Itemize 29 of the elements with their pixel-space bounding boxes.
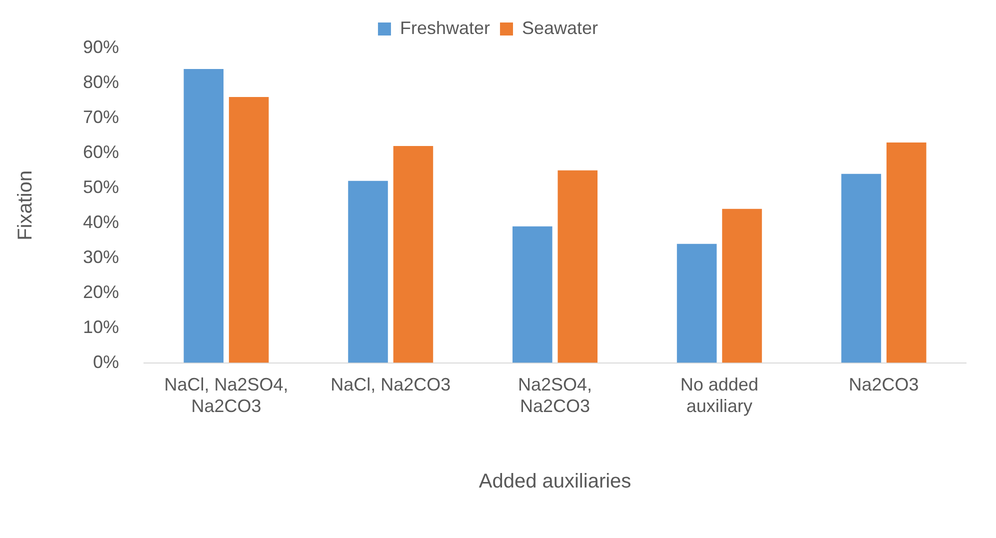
- x-tick-label: Na2SO4, Na2CO3: [518, 374, 592, 416]
- y-tick-label: 70%: [82, 106, 120, 127]
- bar: [348, 180, 388, 363]
- bar: [184, 68, 224, 363]
- bar: [393, 146, 434, 363]
- x-tick-label: Na2CO3: [848, 374, 919, 395]
- bar: [512, 226, 552, 363]
- x-tick-label: NaCl, Na2CO3: [330, 374, 451, 395]
- y-axis-title: Fixation: [14, 170, 37, 240]
- y-tick-label: 90%: [82, 36, 120, 57]
- y-tick-label: 0%: [93, 352, 120, 372]
- x-axis-title: Added auxiliaries: [478, 470, 632, 493]
- bar: [886, 142, 926, 363]
- y-tick-label: 10%: [82, 316, 120, 337]
- legend-label: Freshwater: [400, 18, 490, 38]
- bar: [558, 170, 598, 363]
- y-tick-label: 60%: [82, 142, 120, 162]
- bar: [228, 96, 269, 363]
- bar: [841, 174, 882, 363]
- y-tick-label: 30%: [82, 246, 120, 267]
- bar: [722, 208, 762, 363]
- y-tick-label: 80%: [82, 72, 120, 92]
- x-tick-label: NaCl, Na2SO4, Na2CO3: [164, 374, 288, 416]
- y-tick-label: 20%: [82, 282, 120, 302]
- bar: [676, 244, 717, 363]
- y-tick-label: 40%: [82, 212, 120, 232]
- y-tick-label: 50%: [82, 176, 120, 197]
- legend-label: Seawater: [522, 18, 598, 38]
- x-tick-label: No added auxiliary: [680, 374, 758, 416]
